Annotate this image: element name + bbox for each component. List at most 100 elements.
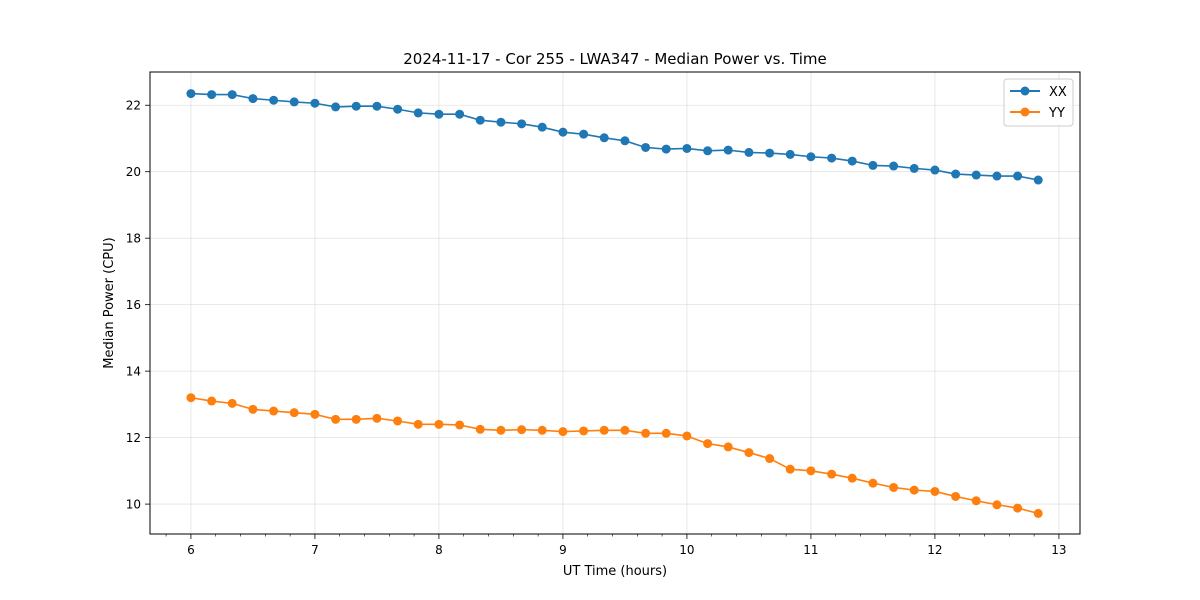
y-tick-label: 22 [126,99,141,113]
legend-label-xx: XX [1049,85,1067,100]
data-point-yy [599,425,609,435]
data-point-xx [951,169,961,179]
data-point-xx [393,104,403,114]
data-point-yy [992,500,1002,510]
data-point-yy [930,486,940,496]
data-point-xx [331,102,341,112]
data-point-xx [682,143,692,153]
y-tick-label: 14 [126,365,141,379]
x-tick-label: 12 [927,543,942,557]
data-point-xx [765,148,775,158]
data-point-yy [661,428,671,438]
data-point-xx [579,129,589,139]
data-point-xx [806,152,816,162]
data-point-yy [641,428,651,438]
data-point-yy [269,406,279,416]
y-tick-label: 10 [126,498,141,512]
data-point-yy [682,431,692,441]
data-point-xx [537,122,547,132]
data-point-yy [372,413,382,423]
legend-marker-xx [1020,86,1030,96]
x-tick-label: 6 [187,543,195,557]
data-point-xx [641,142,651,152]
x-tick-label: 11 [803,543,818,557]
data-point-yy [310,409,320,419]
data-point-yy [620,425,630,435]
grid-lines [150,72,1080,534]
data-point-xx [971,170,981,180]
data-point-yy [393,416,403,426]
data-point-xx [723,145,733,155]
data-point-yy [434,419,444,429]
axis-ticks: 6 7 8 9 10 11 12 13 10 12 14 16 18 20 22 [126,99,1067,557]
data-point-yy [847,473,857,483]
data-point-yy [351,414,361,424]
data-point-yy [765,454,775,464]
y-tick-label: 18 [126,232,141,246]
data-point-yy [827,469,837,479]
legend: XX YY [1003,78,1074,127]
data-point-xx [889,161,899,171]
data-point-xx [351,101,361,111]
data-point-xx [827,153,837,163]
legend-marker-yy [1020,107,1030,117]
data-point-yy [186,393,196,403]
data-point-xx [207,90,217,100]
data-point-xx [1033,175,1043,185]
data-point-xx [372,101,382,111]
data-point-xx [992,171,1002,181]
data-point-yy [227,398,237,408]
data-point-yy [517,425,527,435]
legend-label-yy: YY [1048,106,1065,121]
y-tick-label: 16 [126,298,141,312]
data-point-yy [723,442,733,452]
data-point-xx [186,89,196,99]
data-point-yy [744,448,754,458]
data-point-xx [620,136,630,146]
data-point-xx [868,160,878,170]
y-axis-label: Median Power (CPU) [102,237,117,368]
data-point-yy [889,482,899,492]
data-point-xx [744,147,754,157]
data-point-yy [537,425,547,435]
data-point-yy [806,466,816,476]
data-point-yy [785,464,795,474]
data-point-yy [909,485,919,495]
data-point-xx [496,117,506,127]
data-point-xx [455,109,465,119]
data-point-xx [227,90,237,100]
data-point-xx [703,146,713,156]
data-point-xx [517,119,527,129]
data-point-yy [331,414,341,424]
data-point-xx [661,144,671,154]
data-point-yy [413,419,423,429]
data-point-yy [248,404,258,414]
x-tick-label: 8 [435,543,443,557]
x-tick-label: 7 [311,543,319,557]
data-point-yy [703,439,713,449]
data-point-xx [475,115,485,125]
data-point-yy [558,427,568,437]
data-point-yy [951,491,961,501]
x-tick-label: 10 [679,543,694,557]
x-axis-label: UT Time (hours) [563,564,667,579]
data-point-xx [269,95,279,105]
data-point-xx [289,97,299,107]
data-point-yy [207,396,217,406]
data-point-xx [413,108,423,118]
data-point-yy [455,420,465,430]
x-tick-label: 9 [559,543,567,557]
data-point-yy [1013,503,1023,513]
data-point-xx [930,165,940,175]
data-point-xx [248,94,258,104]
data-point-yy [1033,508,1043,518]
data-point-yy [868,478,878,488]
data-point-yy [579,426,589,436]
plot-area-frame [149,71,1081,535]
data-point-xx [310,98,320,108]
y-tick-label: 20 [126,165,141,179]
data-point-xx [847,156,857,166]
data-point-yy [971,496,981,506]
